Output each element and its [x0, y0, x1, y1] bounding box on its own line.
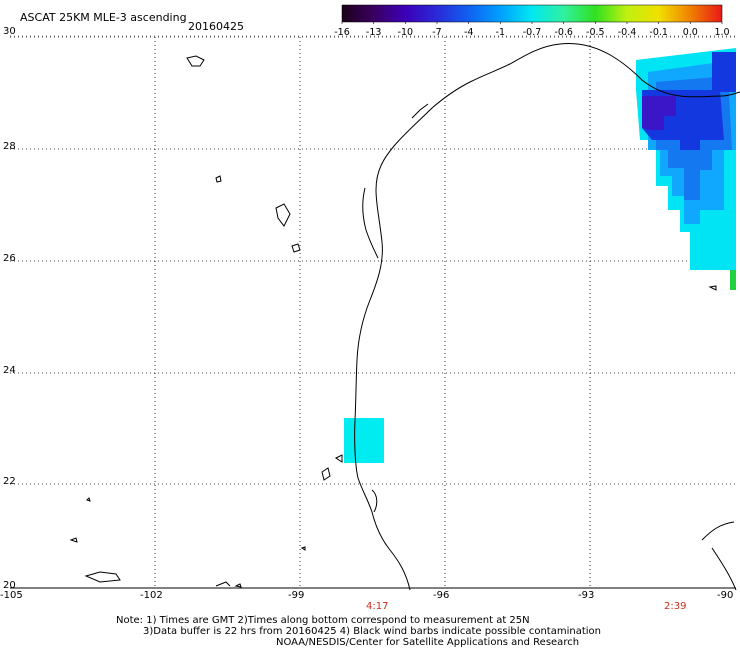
pass-time-2: 2:39 — [664, 601, 687, 612]
lon-label-96: -96 — [433, 590, 450, 601]
colorbar-tick-label: -10 — [398, 27, 414, 38]
lat-label-24: 24 — [3, 365, 16, 376]
lat-label-30: 30 — [3, 26, 16, 37]
colorbar-tick-label: -0.5 — [586, 27, 605, 38]
note-line-2: 3)Data buffer is 22 hrs from 20160425 4)… — [143, 626, 601, 637]
graticule — [10, 36, 736, 588]
lon-label-93: -93 — [578, 590, 595, 601]
colorbar-tick-label: -0.1 — [649, 27, 668, 38]
lat-label-20: 20 — [3, 580, 16, 591]
colorbar-tick-label: 0.0 — [683, 27, 698, 38]
lat-label-26: 26 — [3, 253, 16, 264]
note-line-3: NOAA/NESDIS/Center for Satellite Applica… — [276, 637, 580, 648]
wind-swath — [636, 48, 736, 290]
lon-label-105: -105 — [0, 590, 23, 601]
colorbar-labels: -16 -13 -10 -7 -4 -1 -0.7 -0.6 -0.5 -0.4 -0.1 0.0 1.… — [334, 22, 730, 38]
wind-cell — [344, 418, 384, 463]
lon-label-99: -99 — [288, 590, 305, 601]
colorbar-tick-label: -0.7 — [523, 27, 542, 38]
colorbar-tick-label: -13 — [366, 27, 382, 38]
lat-label-28: 28 — [3, 141, 16, 152]
lat-label-22: 22 — [3, 476, 16, 487]
note-line-1: Note: 1) Times are GMT 2)Times along bot… — [116, 615, 530, 626]
map-date: 20160425 — [188, 20, 244, 33]
colorbar-tick-label: 1.0 — [714, 27, 729, 38]
colorbar-gradient — [341, 4, 723, 23]
colorbar-tick-label: -1 — [496, 27, 505, 38]
colorbar-tick-label: -4 — [464, 27, 473, 38]
lon-label-102: -102 — [140, 590, 163, 601]
colorbar — [341, 4, 723, 23]
colorbar-tick-label: -16 — [334, 27, 350, 38]
coastline — [354, 43, 740, 591]
lon-label-90: -90 — [717, 590, 734, 601]
pass-time-1: 4:17 — [366, 601, 389, 612]
colorbar-tick-label: -0.4 — [618, 27, 637, 38]
islands — [69, 55, 717, 588]
colorbar-tick-label: -0.6 — [554, 27, 573, 38]
map-title: ASCAT 25KM MLE-3 ascending — [20, 11, 187, 24]
colorbar-tick-label: -7 — [432, 27, 441, 38]
